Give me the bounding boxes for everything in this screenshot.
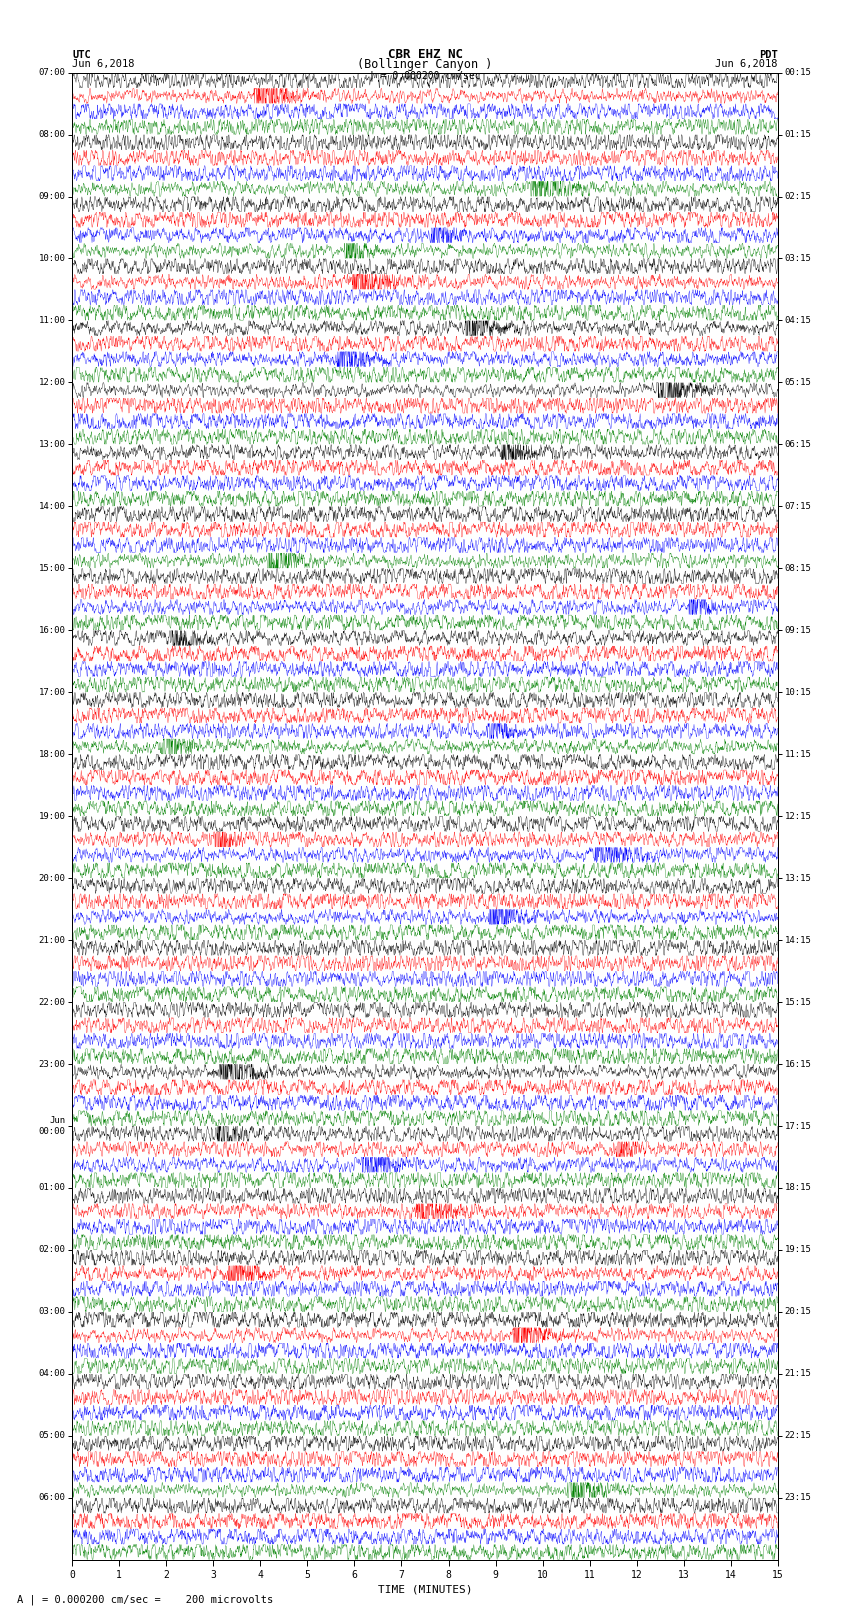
- Text: (Bollinger Canyon ): (Bollinger Canyon ): [357, 58, 493, 71]
- Text: UTC: UTC: [72, 50, 91, 60]
- Text: | = 0.000200 cm/sec: | = 0.000200 cm/sec: [369, 69, 481, 81]
- Text: PDT: PDT: [759, 50, 778, 60]
- Text: Jun 6,2018: Jun 6,2018: [72, 60, 135, 69]
- Text: Jun 6,2018: Jun 6,2018: [715, 60, 778, 69]
- X-axis label: TIME (MINUTES): TIME (MINUTES): [377, 1584, 473, 1594]
- Text: CBR EHZ NC: CBR EHZ NC: [388, 48, 462, 61]
- Text: A | = 0.000200 cm/sec =    200 microvolts: A | = 0.000200 cm/sec = 200 microvolts: [17, 1594, 273, 1605]
